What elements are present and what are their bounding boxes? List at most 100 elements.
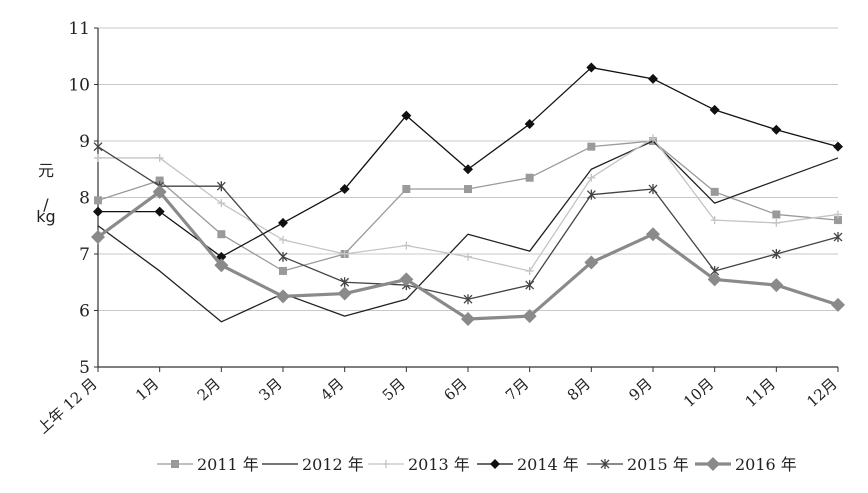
- legend-item: 2012 年: [262, 455, 364, 474]
- data-point: [464, 185, 472, 194]
- data-point: [833, 141, 843, 152]
- y-axis-label-part: kg: [36, 207, 55, 226]
- x-tick-label: 11月: [742, 375, 779, 411]
- data-point: [710, 216, 719, 225]
- data-point: [217, 230, 226, 239]
- series-6: [91, 184, 845, 326]
- data-point: [772, 210, 781, 219]
- data-point: [586, 189, 596, 200]
- y-tick-label: 6: [79, 302, 90, 322]
- x-tick-label: 6月: [440, 375, 470, 405]
- x-tick-label: 9月: [625, 375, 655, 405]
- data-point: [155, 153, 164, 162]
- legend-label: 2011 年: [197, 455, 259, 474]
- legend-marker: [490, 459, 500, 469]
- data-point: [93, 141, 103, 152]
- data-point: [94, 196, 102, 205]
- legend-marker: [171, 460, 179, 468]
- data-point: [401, 110, 412, 121]
- data-point: [525, 266, 534, 275]
- x-tick-label: 12月: [803, 375, 840, 411]
- legend-marker: [706, 457, 720, 471]
- data-point: [279, 235, 287, 244]
- legend-item: 2011 年: [157, 455, 259, 474]
- data-point: [522, 309, 537, 324]
- data-point: [834, 210, 842, 219]
- data-point: [340, 250, 349, 258]
- data-point: [584, 255, 599, 270]
- data-point: [279, 266, 287, 275]
- y-axis-label: 元 /kg: [36, 161, 55, 226]
- data-point: [278, 217, 288, 228]
- legend-marker: [382, 460, 390, 468]
- legend-item: 2015 年: [587, 455, 689, 474]
- data-point: [771, 124, 782, 135]
- x-tick-label: 4月: [317, 375, 347, 405]
- data-point: [402, 241, 411, 250]
- data-point: [463, 294, 473, 305]
- data-point: [707, 272, 722, 287]
- data-point: [337, 286, 352, 301]
- data-point: [402, 185, 411, 194]
- data-point: [155, 176, 164, 185]
- data-point: [461, 311, 475, 326]
- data-point: [648, 73, 658, 84]
- x-tick-label: 10月: [680, 375, 717, 411]
- data-point: [94, 153, 102, 162]
- data-point: [154, 206, 165, 217]
- legend-label: 2015 年: [627, 455, 689, 474]
- data-point: [649, 134, 657, 143]
- y-axis-label-part: 元: [38, 161, 54, 180]
- y-tick-label: 8: [79, 189, 90, 209]
- data-point: [217, 199, 226, 208]
- x-tick-label: 5月: [379, 375, 409, 405]
- legend-label: 2012 年: [302, 455, 364, 474]
- data-point: [216, 181, 226, 192]
- data-point: [340, 277, 350, 288]
- data-point: [834, 216, 842, 225]
- y-tick-label: 7: [79, 245, 90, 265]
- data-point: [648, 184, 658, 195]
- legend-item: 2016 年: [695, 455, 797, 474]
- legend-label: 2014 年: [517, 455, 579, 474]
- data-point: [93, 206, 103, 217]
- data-point: [771, 249, 781, 259]
- x-tick-label: 1月: [132, 375, 162, 405]
- data-point: [525, 280, 535, 291]
- legend-item: 2013 年: [368, 455, 470, 474]
- y-axis-label-part: /: [43, 195, 49, 214]
- data-point: [587, 173, 596, 182]
- data-point: [339, 184, 350, 195]
- x-tick-label: 8月: [564, 375, 594, 405]
- y-tick-label: 5: [79, 358, 90, 378]
- series-line: [97, 140, 839, 323]
- series-4: [93, 62, 843, 262]
- x-tick-label: 上年 12 月: [34, 375, 101, 438]
- data-point: [587, 142, 596, 151]
- data-point: [710, 187, 719, 196]
- series-2: [97, 140, 839, 323]
- data-point: [278, 251, 288, 262]
- data-point: [464, 252, 472, 261]
- y-tick-label: 9: [79, 132, 90, 152]
- data-point: [772, 218, 781, 227]
- data-point: [709, 104, 720, 115]
- y-tick-label: 10: [68, 76, 90, 96]
- data-point: [586, 62, 597, 73]
- legend: 2011 年 2012 年 2013 年 2014 年 2015 年 2016 年: [157, 455, 797, 474]
- data-point: [91, 230, 105, 245]
- y-tick-label: 11: [68, 19, 90, 39]
- data-point: [214, 258, 229, 273]
- legend-label: 2013 年: [408, 455, 470, 474]
- legend-label: 2016 年: [735, 455, 797, 474]
- data-point: [646, 227, 660, 242]
- legend-item: 2014 年: [477, 455, 579, 474]
- legend-marker: [600, 459, 610, 469]
- x-tick-label: 7月: [502, 375, 532, 405]
- data-point: [276, 289, 290, 304]
- data-point: [831, 297, 845, 312]
- x-tick-label: 2月: [194, 375, 224, 405]
- x-tick-label: 3月: [255, 375, 285, 405]
